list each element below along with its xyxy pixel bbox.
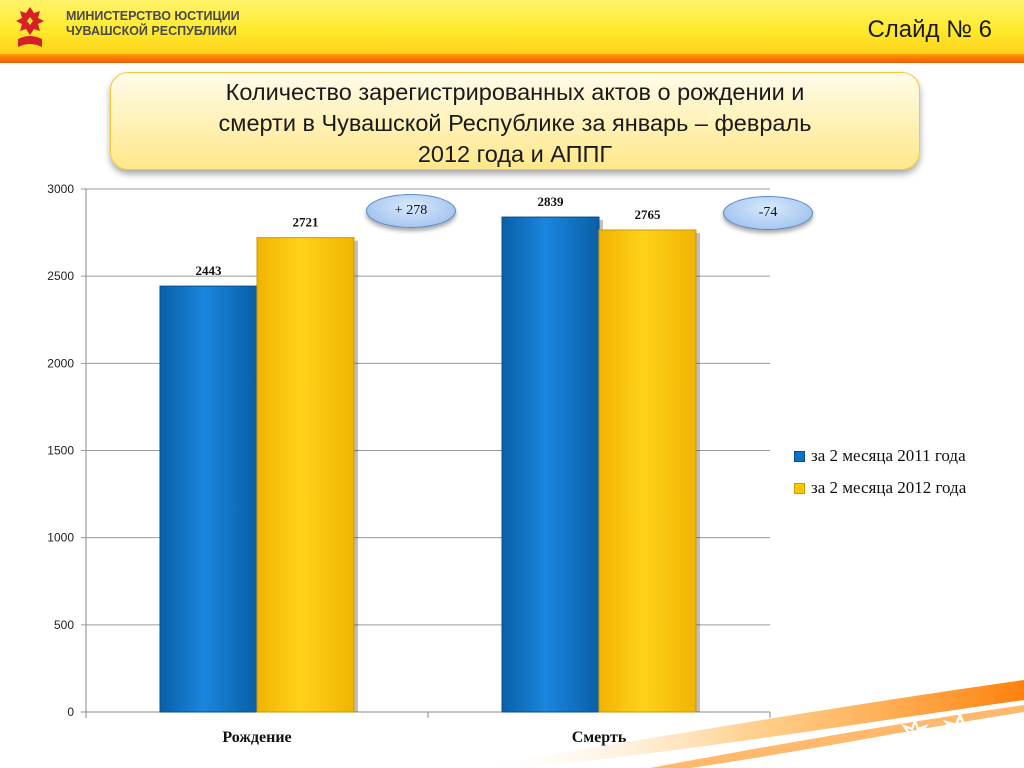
legend-swatch-2011 (794, 450, 805, 462)
y-tick-label: 3000 (47, 182, 74, 196)
data-label: 2839 (538, 194, 565, 209)
slide-title: Количество зарегистрированных актов о ро… (110, 72, 920, 170)
slide-number: Слайд № 6 (867, 16, 992, 43)
chuvash-emblem-icon (16, 7, 44, 47)
y-tick-label: 0 (67, 705, 74, 719)
data-label: 2721 (293, 215, 319, 230)
ministry-line-2: ЧУВАШСКОЙ РЕСПУБЛИКИ (66, 24, 237, 38)
legend-label-2012: за 2 месяца 2012 года (811, 478, 967, 497)
ornament-star-icon (901, 717, 929, 749)
title-line-3: 2012 года и АППГ (417, 141, 613, 167)
legend-swatch-2012 (794, 482, 805, 494)
header-stripe (0, 54, 1024, 63)
chart-legend: за 2 месяца 2011 года за 2 месяца 2012 г… (794, 440, 966, 504)
ornament-star-icon (942, 711, 978, 749)
legend-item-2012: за 2 месяца 2012 года (794, 472, 966, 504)
y-tick-label: 2500 (47, 269, 74, 283)
legend-item-2011: за 2 месяца 2011 года (794, 440, 966, 472)
header-bar (0, 0, 1024, 54)
legend-label-2011: за 2 месяца 2011 года (811, 446, 966, 465)
ministry-name: МИНИСТЕРСТВО ЮСТИЦИИ ЧУВАШСКОЙ РЕСПУБЛИК… (66, 9, 240, 39)
ministry-line-1: МИНИСТЕРСТВО ЮСТИЦИИ (66, 9, 240, 23)
bar (256, 237, 355, 713)
x-tick-label: Смерть (572, 729, 627, 746)
y-tick-label: 500 (54, 618, 74, 632)
decor-flare-2 (650, 705, 1024, 768)
bar (501, 216, 600, 713)
data-label: 2443 (196, 263, 223, 278)
title-line-2: смерти в Чувашской Республике за январь … (218, 110, 812, 136)
title-line-1: Количество зарегистрированных актов о ро… (225, 79, 805, 105)
difference-badge-birth: + 278 (366, 194, 456, 228)
ornament-star-icon (985, 733, 1015, 767)
bar (598, 229, 697, 713)
difference-badge-death: -74 (723, 196, 813, 230)
y-tick-label: 1000 (47, 531, 74, 545)
y-tick-label: 2000 (47, 356, 74, 370)
bar (159, 285, 258, 713)
decor-flare (470, 680, 1024, 768)
data-label: 2765 (635, 207, 662, 222)
x-tick-label: Рождение (222, 729, 291, 746)
y-tick-label: 1500 (47, 444, 74, 458)
